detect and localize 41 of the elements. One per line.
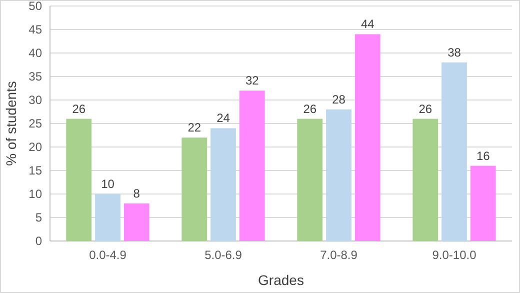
bar (442, 62, 467, 241)
y-tick-label: 50 (28, 0, 42, 14)
y-tick-label: 5 (35, 210, 42, 225)
x-tick-label: 7.0-8.9 (320, 248, 358, 262)
bar (326, 109, 352, 241)
y-tick-label: 10 (28, 187, 42, 202)
y-tick-label: 15 (28, 164, 42, 178)
bar (182, 138, 208, 241)
y-tick-label: 30 (28, 93, 42, 108)
bar (95, 194, 120, 241)
bar (124, 203, 150, 241)
data-label: 8 (133, 186, 140, 200)
data-label: 38 (448, 45, 462, 60)
data-label: 28 (332, 92, 346, 106)
bar (239, 90, 265, 241)
bar (297, 118, 323, 241)
x-tick-label: 9.0-10.0 (432, 248, 477, 262)
data-label: 24 (216, 111, 230, 126)
x-axis-title: Grades (258, 272, 304, 288)
data-label: 32 (245, 74, 260, 88)
data-label: 16 (476, 148, 490, 163)
data-label: 26 (303, 102, 317, 116)
data-label: 26 (72, 102, 86, 116)
y-tick-label: 20 (28, 140, 42, 154)
y-tick-label: 45 (28, 22, 42, 37)
data-label: 10 (101, 177, 115, 191)
data-label: 26 (418, 102, 432, 116)
bar (210, 128, 236, 241)
bar (412, 118, 438, 241)
y-tick-label: 35 (28, 70, 42, 84)
bar (66, 118, 92, 241)
y-tick-label: 0 (35, 234, 42, 248)
y-tick-label: 25 (28, 116, 42, 131)
y-axis-title: % of students (3, 81, 19, 166)
y-tick-label: 40 (28, 46, 42, 60)
data-label: 22 (188, 120, 202, 135)
data-label: 44 (360, 17, 375, 32)
bar (470, 166, 496, 241)
bar (354, 34, 380, 241)
x-tick-label: 5.0-6.9 (204, 248, 242, 262)
x-tick-label: 0.0-4.9 (89, 248, 127, 262)
